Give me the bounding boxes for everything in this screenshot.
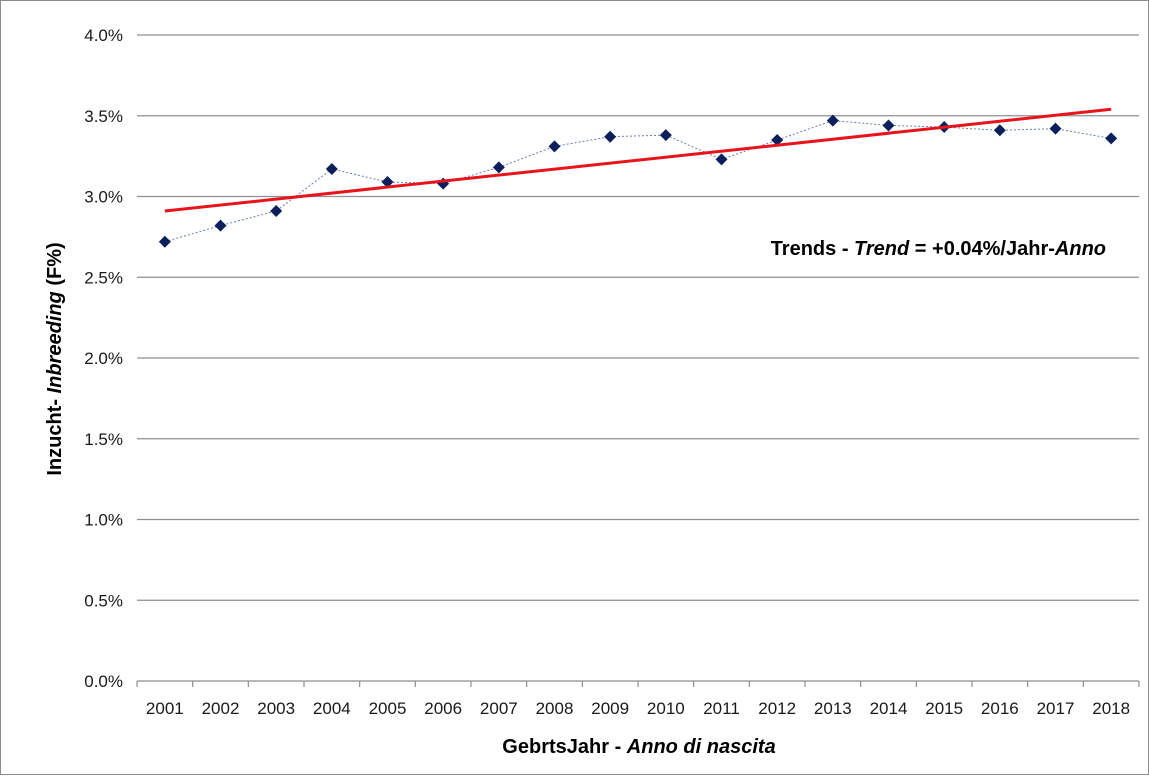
- trend-annotation: Trends - Trend = +0.04%/Jahr-Anno: [771, 238, 1106, 260]
- y-axis-title: Inzucht- Inbreeding (F%): [44, 242, 66, 475]
- y-tick-label: 4.0%: [84, 26, 123, 45]
- data-point: [1105, 132, 1118, 145]
- trendline-layer: [164, 107, 1112, 213]
- data-point: [325, 163, 338, 176]
- x-tick-label: 2018: [1092, 699, 1130, 718]
- gridlines: [137, 34, 1139, 682]
- series-layer: [158, 114, 1118, 248]
- data-point: [715, 153, 728, 166]
- x-tick-label: 2013: [814, 699, 852, 718]
- x-tick-label: 2010: [647, 699, 685, 718]
- y-tick-label: 3.5%: [84, 107, 123, 126]
- x-tick-label: 2004: [313, 699, 351, 718]
- y-tick-label: 0.0%: [84, 672, 123, 691]
- data-point: [993, 124, 1006, 137]
- x-tick-label: 2014: [870, 699, 908, 718]
- series-line: [164, 120, 1112, 243]
- y-tick-label: 2.5%: [84, 268, 123, 287]
- y-tick-label: 3.0%: [84, 188, 123, 207]
- data-point: [659, 129, 672, 142]
- data-point: [882, 119, 895, 132]
- x-tick-label: 2005: [369, 699, 407, 718]
- data-point: [604, 130, 617, 143]
- x-tick-label: 2003: [257, 699, 295, 718]
- x-tick-label: 2015: [925, 699, 963, 718]
- x-tick-label: 2017: [1037, 699, 1075, 718]
- x-tick-label: 2002: [202, 699, 240, 718]
- data-point: [270, 205, 283, 218]
- data-point: [381, 175, 394, 188]
- data-point: [826, 114, 839, 127]
- y-tick-label: 1.0%: [84, 511, 123, 530]
- x-tick-label: 2012: [758, 699, 796, 718]
- x-tick-label: 2011: [703, 699, 740, 718]
- x-tick-label: 2007: [480, 699, 518, 718]
- trendline: [164, 107, 1112, 213]
- data-point: [214, 219, 227, 232]
- x-tick-label: 2009: [591, 699, 629, 718]
- x-axis-title: GebrtsJahr - Anno di nascita: [502, 736, 775, 758]
- data-point: [158, 235, 171, 248]
- y-tick-label: 0.5%: [84, 591, 123, 610]
- data-point: [771, 133, 784, 146]
- x-tick-label: 2008: [536, 699, 574, 718]
- data-point: [548, 140, 561, 153]
- x-tick-label: 2001: [146, 699, 184, 718]
- x-tick-labels: 2001 2002 2003 2004 2005 2006 2007 2008 2009 2010…: [136, 681, 1140, 718]
- y-tick-label: 1.5%: [84, 430, 123, 449]
- y-tick-labels: 0.0% 0.5% 1.0% 1.5% 2.0% 2.5% 3.0% 3.5% 4.0%: [84, 26, 123, 691]
- y-tick-label: 2.0%: [84, 349, 123, 368]
- data-point: [1049, 122, 1062, 135]
- x-tick-label: 2006: [424, 699, 462, 718]
- x-tick-label: 2016: [981, 699, 1019, 718]
- data-point: [492, 161, 505, 174]
